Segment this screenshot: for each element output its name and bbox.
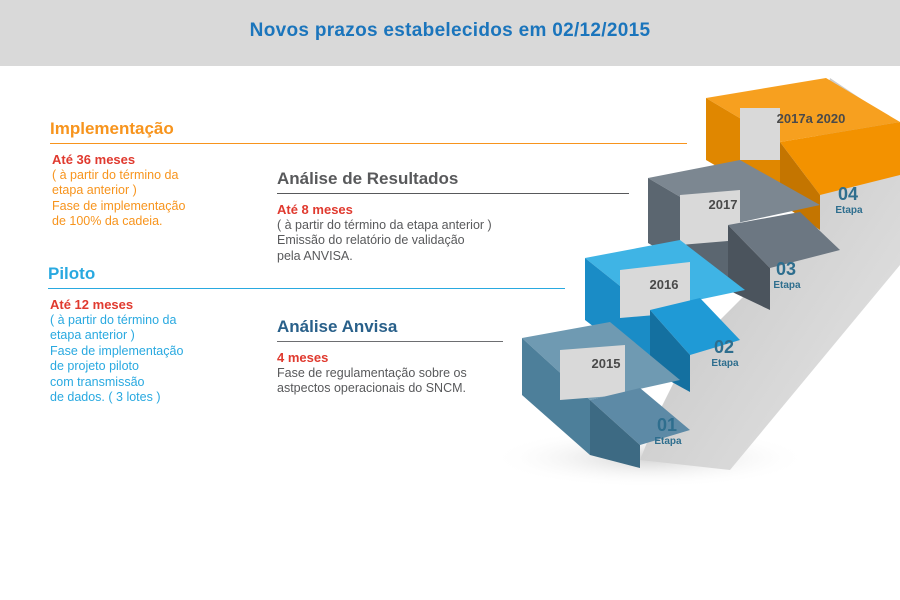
piloto-line: Fase de implementação	[50, 343, 184, 358]
step-02-riser	[620, 262, 690, 318]
implementacao-line: etapa anterior )	[52, 183, 137, 197]
piloto-title: Piloto	[48, 264, 96, 283]
piloto-line: de projeto piloto	[50, 359, 139, 373]
step-01-upper	[590, 388, 690, 445]
step-01-riser	[560, 345, 625, 400]
analise-anvisa-duration: 4 meses	[277, 350, 329, 365]
analise-resultados-divider	[277, 193, 629, 194]
step-03-riser	[680, 190, 740, 245]
piloto-line: de dados. ( 3 lotes )	[50, 390, 161, 404]
implementacao-details: Até 36 meses ( à partir do término da et…	[50, 152, 687, 230]
analise-resultados-line: pela ANVISA.	[277, 248, 353, 263]
analise-resultados-line: Emissão do relatório de validação	[277, 233, 465, 247]
implementacao-line: Fase de implementação	[52, 198, 186, 213]
implementacao-line: ( à partir do término da	[52, 167, 179, 182]
implementacao-divider	[50, 143, 687, 144]
step-02-year: 2016	[650, 277, 679, 292]
implementacao-line: de 100% da cadeia.	[52, 214, 163, 228]
analise-resultados-line: ( à partir do término da etapa anterior …	[277, 217, 492, 232]
step-01-label: Etapa	[654, 436, 682, 447]
piloto-line: ( à partir do término da	[50, 312, 177, 327]
step-03-label: Etapa	[773, 280, 801, 291]
header-bar: Novos prazos estabelecidos em 02/12/2015	[0, 0, 900, 66]
step-03-number: 03	[776, 259, 796, 279]
piloto-line: com transmissão	[50, 374, 145, 389]
implementacao-block: Implementação Até 36 meses ( à partir do…	[50, 118, 687, 230]
step-02-upper	[650, 298, 740, 355]
step-04-year: 2017a 2020	[777, 111, 846, 126]
step-02-number: 02	[714, 337, 734, 357]
analise-resultados-details: Até 8 meses ( à partir do término da eta…	[277, 202, 629, 264]
piloto-details: Até 12 meses ( à partir do término da et…	[48, 297, 565, 406]
piloto-block: Piloto Até 12 meses ( à partir do términ…	[48, 263, 565, 406]
step-03-upper	[728, 212, 840, 268]
analise-anvisa-line: astpectos operacionais do SNCM.	[277, 381, 466, 395]
step-04-riser	[740, 108, 780, 160]
piloto-line: etapa anterior )	[50, 328, 135, 342]
step-01-front	[522, 338, 590, 455]
analise-resultados-duration: Até 8 meses	[277, 202, 353, 217]
step-01-year: 2015	[592, 356, 621, 371]
step-01-number: 01	[657, 415, 677, 435]
analise-anvisa-line: Fase de regulamentação sobre os	[277, 365, 467, 380]
step-01	[522, 322, 690, 468]
piloto-duration: Até 12 meses	[50, 297, 134, 312]
analise-resultados-block: Análise de Resultados Até 8 meses ( à pa…	[277, 168, 629, 264]
step-04-number: 04	[838, 184, 858, 204]
analise-anvisa-title: Análise Anvisa	[277, 317, 398, 336]
analise-anvisa-details: 4 meses Fase de regulamentação sobre os …	[277, 350, 503, 397]
implementacao-title: Implementação	[50, 119, 174, 138]
analise-anvisa-divider	[277, 341, 503, 342]
step-04-label: Etapa	[835, 205, 863, 216]
piloto-divider	[48, 288, 565, 289]
analise-anvisa-block: Análise Anvisa 4 meses Fase de regulamen…	[277, 316, 503, 397]
page-title: Novos prazos estabelecidos em 02/12/2015	[249, 20, 651, 41]
implementacao-duration: Até 36 meses	[52, 152, 136, 167]
step-03-year: 2017	[709, 197, 738, 212]
analise-resultados-title: Análise de Resultados	[277, 169, 459, 188]
step-02-label: Etapa	[711, 358, 739, 369]
step-01-upper-front	[590, 400, 640, 468]
step-04-upper	[780, 122, 900, 195]
